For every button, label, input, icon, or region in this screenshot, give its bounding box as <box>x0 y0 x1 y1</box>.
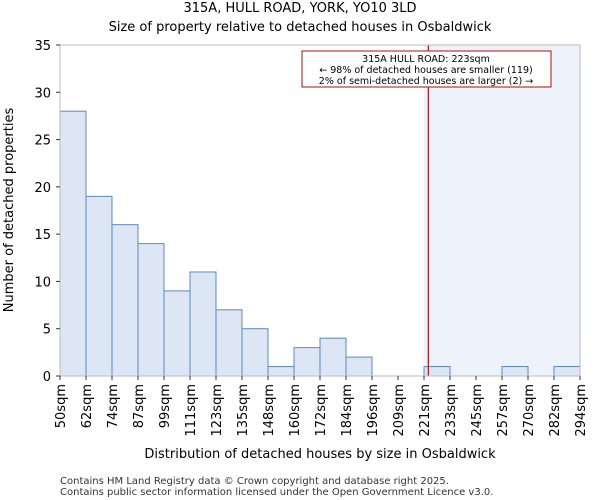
histogram-bar <box>501 366 529 377</box>
annotation-frame <box>301 50 552 88</box>
histogram-bar <box>215 309 243 377</box>
histogram-bar <box>85 195 113 377</box>
x-tick-label: 270sqm <box>522 384 537 437</box>
x-tick-label: 184sqm <box>340 384 355 437</box>
histogram-bar <box>319 337 347 377</box>
y-tick-label: 20 <box>34 181 51 196</box>
annotation-line-2: ← 98% of detached houses are smaller (11… <box>319 65 532 76</box>
y-tick-label: 15 <box>34 228 51 243</box>
y-axis: 0 5 10 15 20 25 30 35 <box>34 39 60 385</box>
histogram-bar <box>345 356 373 377</box>
x-axis: 50sqm 62sqm 74sqm 87sqm 99sqm 111sqm 123sqm 135… <box>54 376 589 437</box>
histogram-bar <box>553 366 581 377</box>
x-tick-label: 123sqm <box>210 384 225 437</box>
x-tick-label: 135sqm <box>236 384 251 437</box>
x-tick-label: 111sqm <box>184 384 199 437</box>
y-tick-label: 5 <box>43 323 51 338</box>
y-tick-label: 30 <box>34 86 51 101</box>
x-tick-label: 99sqm <box>158 384 173 428</box>
x-tick-label: 233sqm <box>444 384 459 437</box>
bars-layer <box>59 110 581 377</box>
x-tick-label: 87sqm <box>132 384 147 428</box>
x-tick-label: 160sqm <box>288 384 303 437</box>
histogram-bar <box>137 243 165 377</box>
x-tick-label: 209sqm <box>392 384 407 437</box>
y-tick-label: 0 <box>43 370 51 385</box>
annotation-box: 315A HULL ROAD: 223sqm ← 98% of detached… <box>301 50 552 88</box>
x-tick-label: 221sqm <box>418 384 433 437</box>
highlight-region <box>424 45 580 376</box>
x-axis-label: Distribution of detached houses by size … <box>144 447 496 462</box>
x-tick-label: 50sqm <box>54 384 69 428</box>
footer-line-2: Contains public sector information licen… <box>60 487 493 498</box>
histogram-bar <box>189 271 217 377</box>
histogram-bar <box>241 328 269 377</box>
histogram-bar <box>163 290 191 377</box>
x-tick-label: 257sqm <box>496 384 511 437</box>
histogram-bar <box>59 110 87 377</box>
chart-subtitle: Size of property relative to detached ho… <box>109 20 492 35</box>
x-tick-label: 148sqm <box>262 384 277 437</box>
chart-title: 315A, HULL ROAD, YORK, YO10 3LD <box>183 1 416 16</box>
x-tick-label: 282sqm <box>548 384 563 437</box>
annotation-line-3: 2% of semi-detached houses are larger (2… <box>319 76 533 87</box>
x-tick-label: 245sqm <box>470 384 485 437</box>
footer-line-1: Contains HM Land Registry data © Crown c… <box>60 476 449 487</box>
histogram-bar <box>293 347 321 377</box>
x-tick-label: 172sqm <box>314 384 329 437</box>
x-tick-label: 196sqm <box>366 384 381 437</box>
y-tick-label: 10 <box>34 275 51 290</box>
histogram-bar <box>267 366 295 377</box>
x-tick-label: 62sqm <box>80 384 95 428</box>
y-axis-label: Number of detached properties <box>2 108 17 313</box>
x-tick-label: 294sqm <box>574 384 589 437</box>
y-tick-label: 35 <box>34 39 51 54</box>
histogram-bar <box>111 224 139 377</box>
y-tick-label: 25 <box>34 134 51 149</box>
annotation-line-1: 315A HULL ROAD: 223sqm <box>362 54 490 65</box>
x-tick-label: 74sqm <box>106 384 121 428</box>
